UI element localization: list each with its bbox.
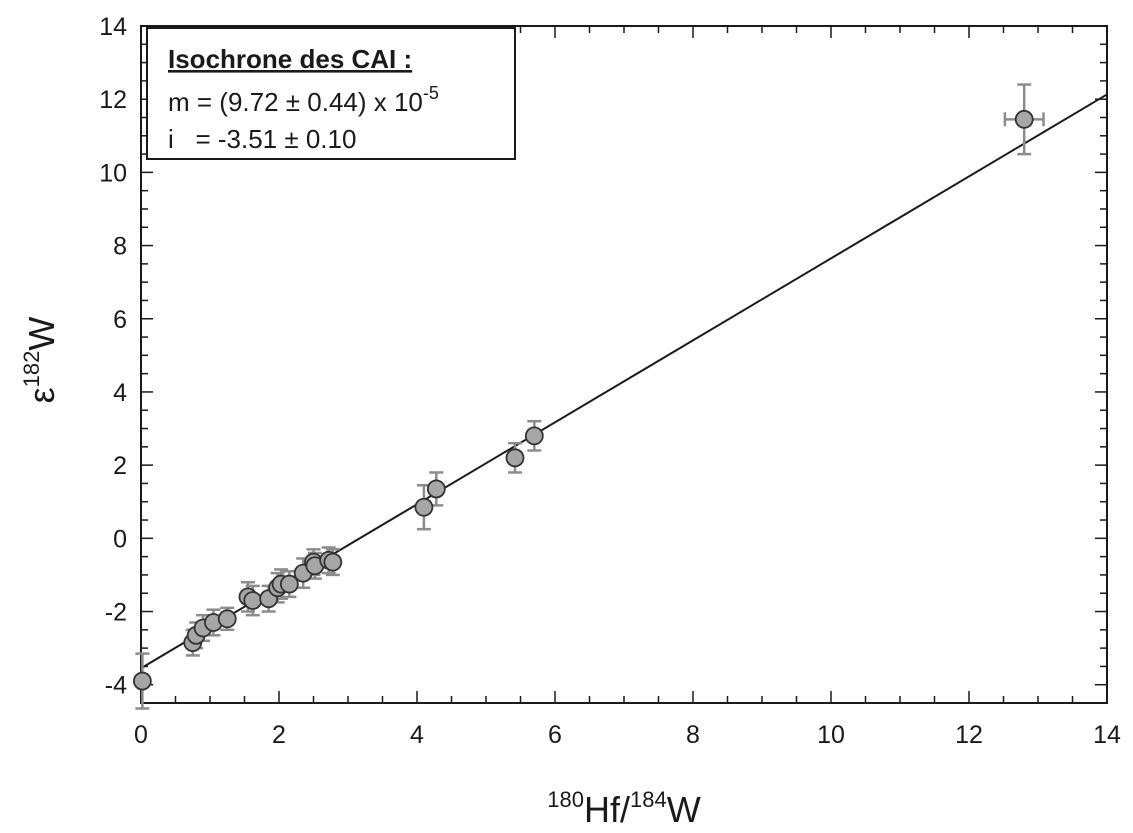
y-tick-label: 14	[99, 13, 127, 41]
annotation-slope: m = (9.72 ± 0.44) x 10-5	[168, 83, 439, 117]
x-tick-label: 6	[548, 721, 562, 749]
y-tick-label: 0	[113, 525, 127, 553]
data-points	[132, 109, 1034, 691]
data-point	[1014, 109, 1034, 129]
annotation-slope-exponent: -5	[423, 83, 439, 103]
y-tick-label: -4	[105, 672, 127, 700]
y-axis-title-sup: 182	[19, 351, 44, 388]
x-tick-label: 12	[955, 721, 983, 749]
x-axis-title-sup2: 184	[630, 787, 667, 812]
x-axis-title: 180Hf/184W	[547, 787, 700, 828]
y-tick-label: -2	[105, 599, 127, 627]
x-tick-label: 14	[1093, 721, 1121, 749]
annotation-title: Isochrone des CAI :	[168, 44, 412, 74]
data-point	[426, 479, 446, 499]
annotation-slope-text: m = (9.72 ± 0.44) x 10	[168, 87, 423, 117]
y-tick-label: 8	[113, 233, 127, 261]
y-tick-label: 4	[113, 379, 127, 407]
data-point	[505, 448, 525, 468]
data-point	[323, 552, 343, 572]
annotation-frame	[146, 27, 516, 160]
data-point	[132, 671, 152, 691]
x-axis-title-sup1: 180	[547, 787, 584, 812]
y-axis-title-base: W	[21, 317, 62, 351]
y-axis-title-prefix: ε	[21, 387, 62, 403]
y-tick-label: 6	[113, 306, 127, 334]
data-point	[414, 497, 434, 517]
x-axis-title-base2: W	[667, 789, 701, 828]
annotation-intercept: i = -3.51 ± 0.10	[168, 124, 356, 154]
annotation-box: Isochrone des CAI : m = (9.72 ± 0.44) x …	[146, 27, 516, 160]
x-axis-title-base1: Hf/	[584, 789, 630, 828]
x-tick-label: 4	[410, 721, 424, 749]
x-tick-label: 10	[817, 721, 845, 749]
y-tick-label: 2	[113, 452, 127, 480]
x-tick-label: 0	[134, 721, 148, 749]
error-bars	[135, 83, 1045, 710]
data-point	[524, 426, 544, 446]
tick-labels: 0 2 4 6 8 10 12 14 -4 -2 0 2 4 6 8 10 12 14	[99, 13, 1121, 749]
y-tick-label: 12	[99, 86, 127, 114]
data-point	[279, 574, 299, 594]
data-point	[243, 591, 263, 610]
x-tick-label: 2	[272, 721, 286, 749]
y-tick-label: 10	[99, 159, 127, 187]
data-point	[217, 609, 237, 629]
y-axis-title: ε182W	[19, 317, 62, 404]
x-tick-label: 8	[686, 721, 700, 749]
